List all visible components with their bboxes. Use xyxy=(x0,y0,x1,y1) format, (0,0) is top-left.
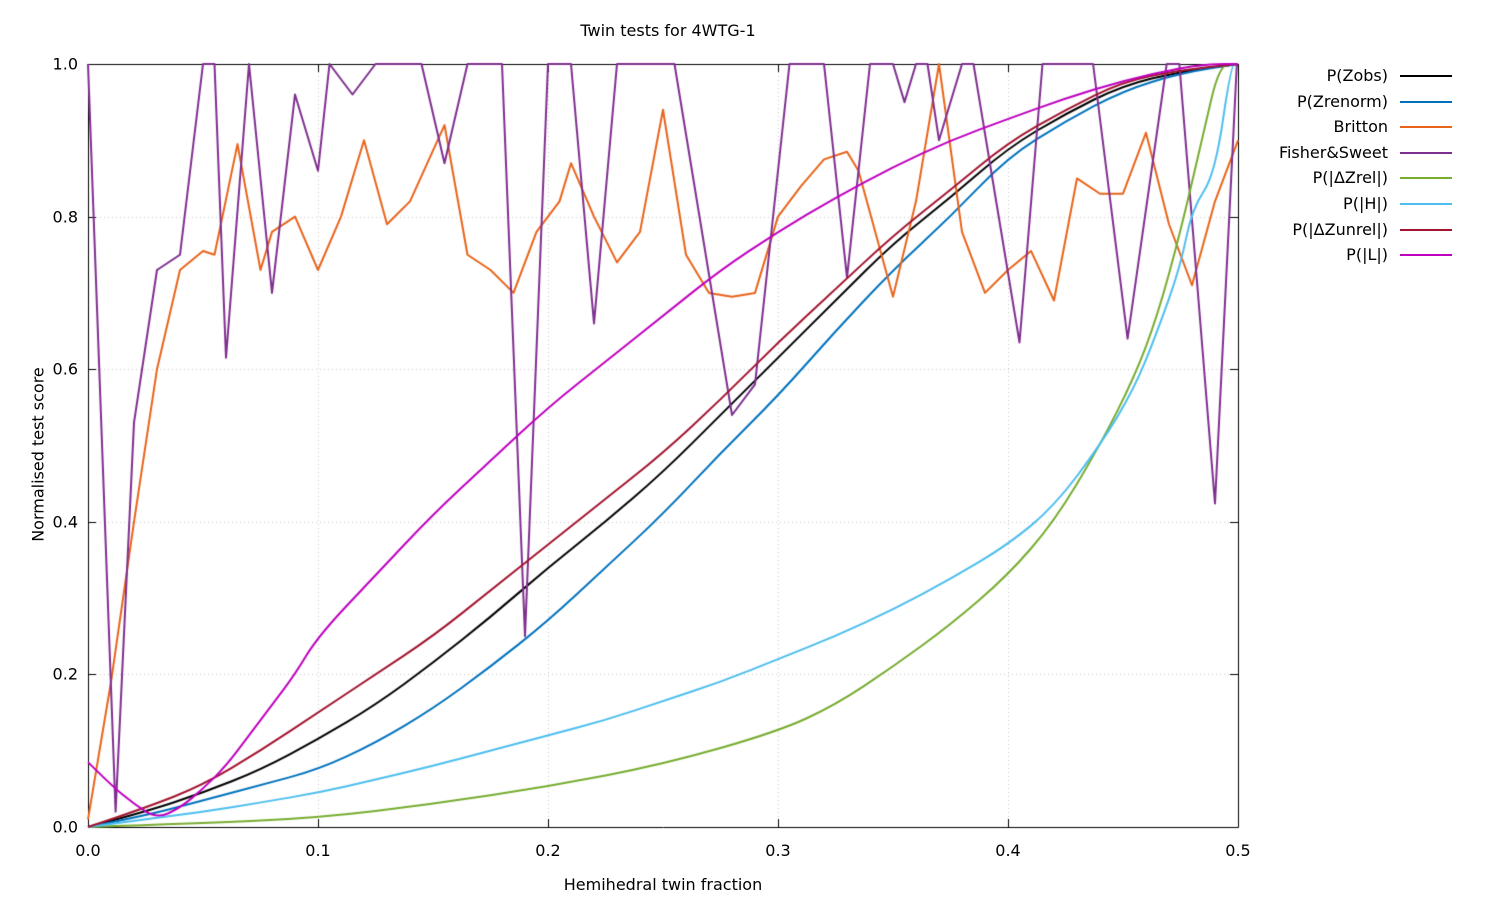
legend-line-swatch xyxy=(1400,254,1452,257)
legend-item-5: P(|ΔZrel|) xyxy=(1242,168,1482,188)
x-tick-label-0.1: 0.1 xyxy=(305,841,331,860)
x-axis-label: Hemihedral twin fraction xyxy=(563,875,763,894)
legend-line-swatch xyxy=(1400,126,1452,129)
legend-line-swatch xyxy=(1400,203,1452,205)
legend-line-swatch xyxy=(1400,100,1452,103)
legend-item-6: P(|H|) xyxy=(1242,194,1482,214)
x-tick-label-0.0: 0.0 xyxy=(75,841,101,860)
chart-title: Twin tests for 4WTG-1 xyxy=(580,21,756,40)
x-tick-label-0.5: 0.5 xyxy=(1225,841,1251,860)
x-tick-label-0.3: 0.3 xyxy=(765,841,791,860)
legend-item-7: P(|ΔZunrel|) xyxy=(1242,220,1482,240)
legend-line-swatch xyxy=(1400,177,1452,180)
legend-item-3: Britton xyxy=(1242,117,1482,137)
legend-label: P(|ΔZunrel|) xyxy=(1292,219,1388,239)
legend-label: P(Zrenorm) xyxy=(1297,91,1388,111)
legend-line-swatch xyxy=(1400,228,1452,231)
legend-item-2: P(Zrenorm) xyxy=(1242,92,1482,112)
x-tick-label-0.2: 0.2 xyxy=(535,841,561,860)
y-tick-label-0.0: 0.0 xyxy=(52,817,78,837)
legend-line-swatch xyxy=(1400,151,1452,154)
legend-label: P(|H|) xyxy=(1343,194,1388,213)
y-tick-label-0.8: 0.8 xyxy=(52,207,78,227)
x-tick-label-0.4: 0.4 xyxy=(995,841,1021,860)
legend-line-swatch xyxy=(1400,75,1452,77)
y-tick-label-0.2: 0.2 xyxy=(52,664,78,684)
legend-item-1: P(Zobs) xyxy=(1242,66,1482,86)
y-tick-label-1.0: 1.0 xyxy=(52,54,78,74)
y-tick-label-0.6: 0.6 xyxy=(52,359,78,379)
legend-label: Britton xyxy=(1333,117,1388,137)
y-tick-label-0.4: 0.4 xyxy=(52,512,78,532)
legend-label: Fisher&Sweet xyxy=(1278,142,1388,162)
legend-item-4: Fisher&Sweet xyxy=(1242,143,1482,163)
legend-label: P(|L|) xyxy=(1346,245,1388,265)
legend-label: P(Zobs) xyxy=(1326,66,1388,85)
legend-item-8: P(|L|) xyxy=(1242,245,1482,265)
legend-label: P(|ΔZrel|) xyxy=(1312,168,1388,188)
